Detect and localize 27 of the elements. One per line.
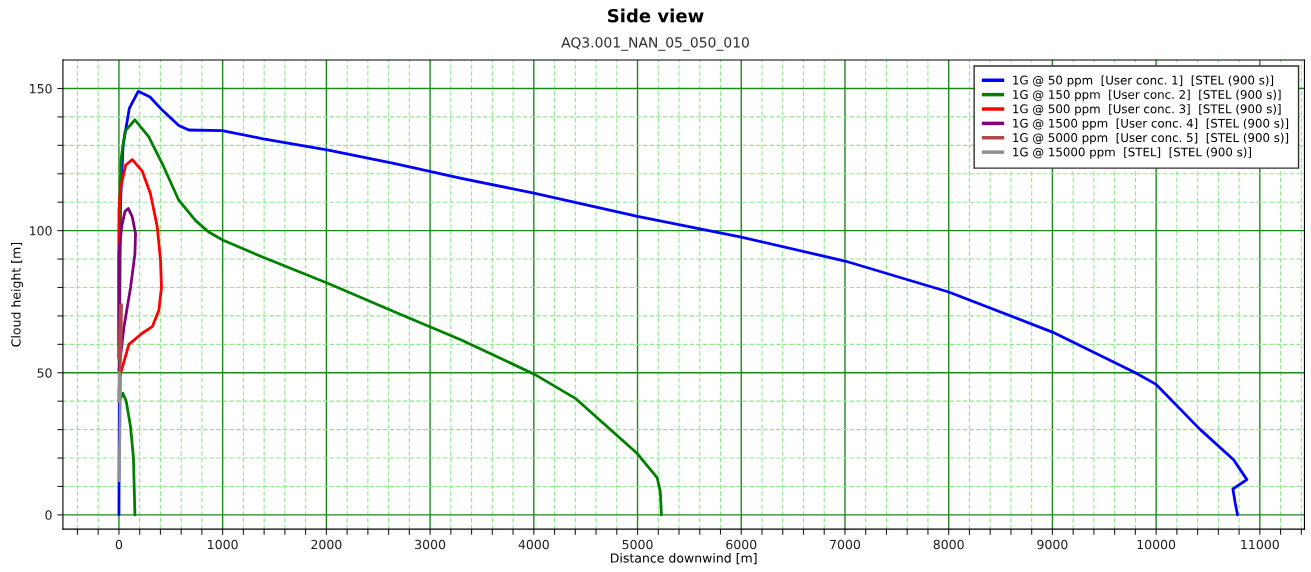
x-tick-label: 3000: [415, 539, 446, 550]
x-tick-label: 7000: [830, 539, 861, 550]
chart-subtitle: AQ3.001_NAN_05_050_010: [561, 37, 749, 51]
x-tick-label: 2000: [311, 539, 342, 550]
x-axis-title: Distance downwind [m]: [611, 553, 757, 565]
x-tick-label: 1000: [208, 539, 238, 550]
line-series: [117, 371, 122, 483]
legend-label: 1G @ 15000 ppm [STEL] [STEL (900 s)]: [1013, 147, 1251, 159]
legend-label: 1G @ 150 ppm [User conc. 2] [STEL (900 s)]: [1013, 89, 1281, 102]
y-tick-label: 50: [37, 368, 52, 378]
y-tick-label: 0: [45, 510, 52, 520]
legend-label: 1G @ 5000 ppm [User conc. 5] [STEL (900 s)]: [1013, 132, 1289, 145]
x-tick-label: 11000: [1241, 539, 1279, 550]
x-tick-label: 6000: [726, 539, 757, 550]
x-tick-label: 5000: [622, 539, 653, 550]
y-axis-title: Cloud height [m]: [11, 242, 24, 347]
legend-label: 1G @ 500 ppm [User conc. 3] [STEL (900 s)]: [1013, 104, 1281, 116]
x-tick-label: 9000: [1037, 539, 1068, 550]
y-tick-label: 100: [30, 226, 52, 236]
chart-title: Side view: [608, 8, 704, 23]
x-tick-label: 4000: [518, 539, 549, 550]
x-tick-label: 10000: [1137, 539, 1176, 550]
legend-label: 1G @ 50 ppm [User conc. 1] [STEL (900 s)]: [1013, 75, 1274, 87]
y-tick-label: 150: [30, 83, 52, 94]
x-tick-label: 8000: [933, 539, 964, 550]
legend-label: 1G @ 1500 ppm [User conc. 4] [STEL (900 s)]: [1013, 118, 1289, 130]
x-tick-label: 0: [115, 539, 123, 550]
